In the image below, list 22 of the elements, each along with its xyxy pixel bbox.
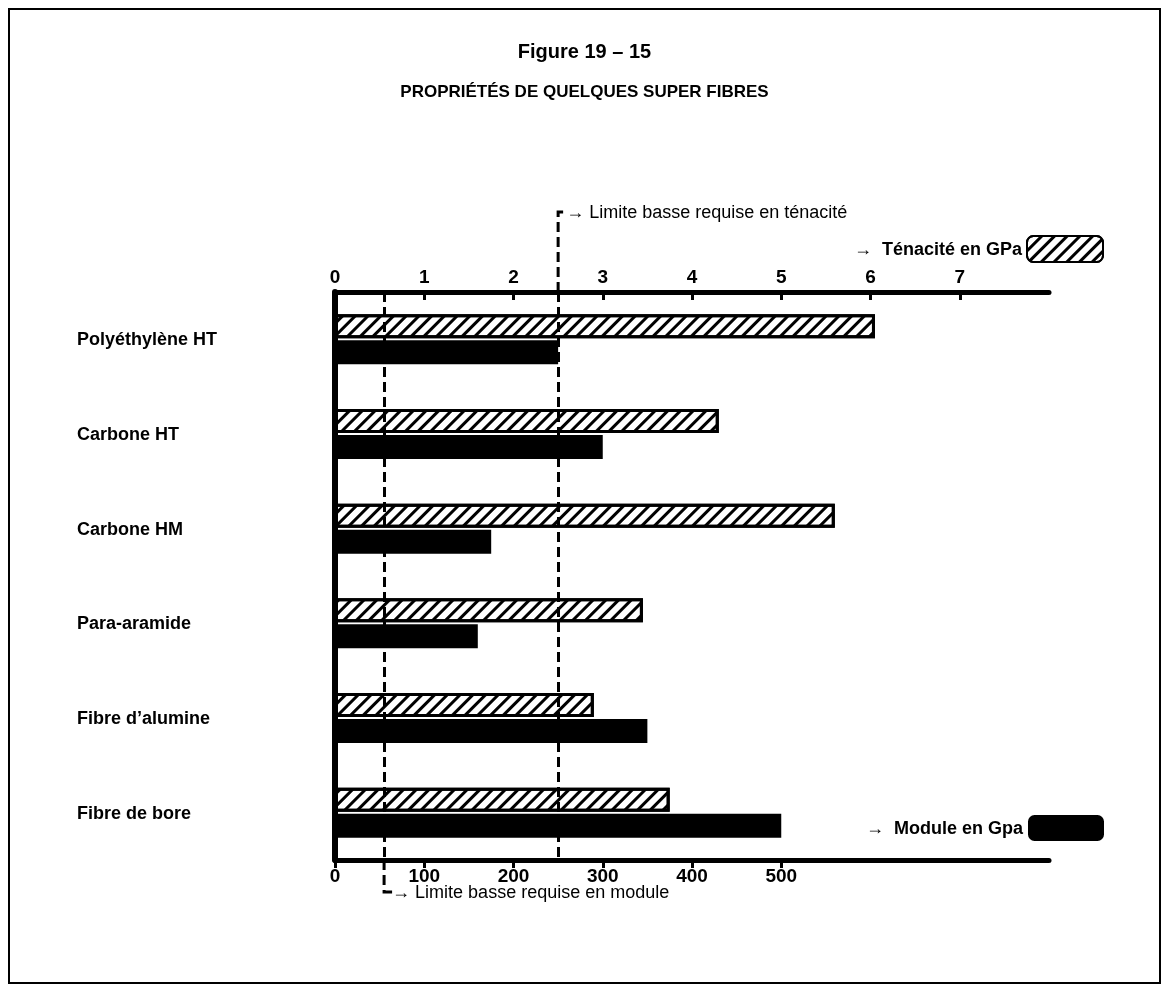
x2-tick-label: 0	[329, 266, 341, 287]
x-tick-label: 500	[765, 865, 798, 886]
y-tick-label: Para-aramide	[77, 613, 192, 634]
x2-tick-label: 4	[686, 266, 698, 287]
legend-label: → Ténacité en GPa	[853, 239, 1023, 259]
x2-tick-label: 2	[508, 266, 519, 287]
x2-tick-label: 5	[775, 266, 787, 287]
x2-tick-label: 6	[865, 266, 876, 287]
legend-label: → Module en Gpa	[865, 818, 1024, 838]
y-tick-label: Carbone HT	[77, 424, 180, 444]
y-tick-label: Fibre d’alumine	[77, 708, 211, 728]
x2-tick-label: 7	[954, 266, 966, 287]
y-tick-label: Carbone HM	[77, 518, 184, 539]
y-tick-label: Polyéthylène HT	[77, 329, 218, 350]
x2-tick-label: 3	[597, 266, 609, 287]
x-tick-label: 400	[676, 865, 708, 886]
x-tick-label: 0	[329, 865, 341, 886]
x2-tick-label: 1	[418, 266, 430, 287]
chart-title: Figure 19 – 15	[517, 40, 652, 62]
y-tick-label: Fibre de bore	[77, 802, 192, 823]
ref-line-label: → Limite basse requise en ténacité	[566, 202, 848, 222]
chart-subtitle: PROPRIÉTÉS DE QUELQUES SUPER FIBRES	[400, 82, 769, 101]
